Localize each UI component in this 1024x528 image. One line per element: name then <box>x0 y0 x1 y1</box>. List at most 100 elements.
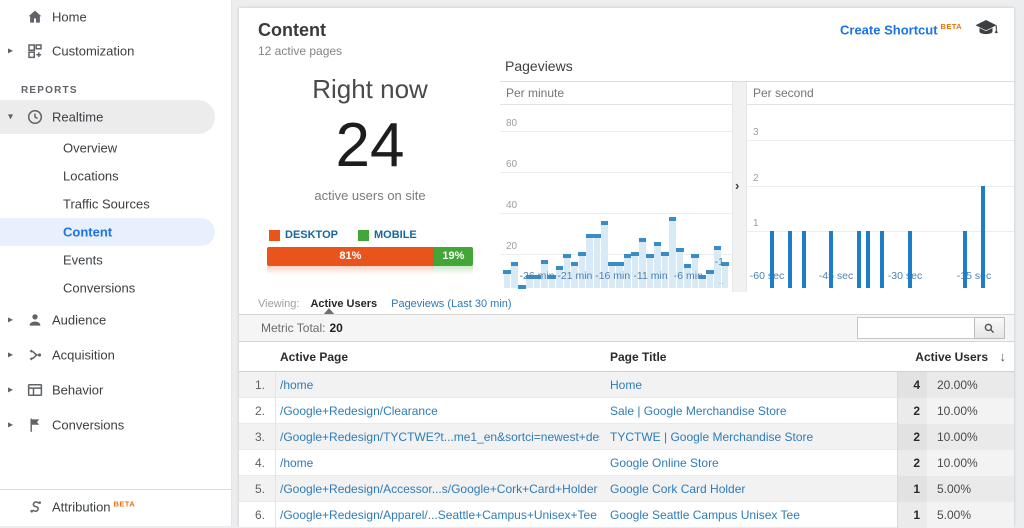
pageviews-minute-bar[interactable] <box>631 251 639 288</box>
active-page-cell-link[interactable]: /Google+Redesign/TYCTWE?t...me1_en&sortc… <box>280 430 600 444</box>
search-button[interactable] <box>974 317 1005 339</box>
metric-total-label: Metric Total: <box>261 321 326 335</box>
pageviews-second-bar[interactable] <box>857 231 861 288</box>
pageviews-minute-bar[interactable] <box>698 274 707 288</box>
chart-expand-strip[interactable]: › <box>733 82 746 292</box>
flag-icon <box>26 416 44 434</box>
bar-cap <box>585 233 594 238</box>
pageviews-minute-bar[interactable] <box>615 262 624 288</box>
chevron-right-icon[interactable]: ▸ <box>8 45 14 57</box>
chevron-right-icon[interactable]: ▸ <box>8 314 14 325</box>
active-page-cell-link[interactable]: /Google+Redesign/Accessor...s/Google+Cor… <box>280 482 598 496</box>
pageviews-minute-bar[interactable] <box>563 254 571 288</box>
sidebar-item-content[interactable]: Content <box>0 218 215 246</box>
pageviews-second-bar[interactable] <box>866 231 871 288</box>
sidebar-item-attribution[interactable]: Attribution BETA <box>0 490 231 524</box>
chevron-right-icon[interactable]: › <box>735 178 740 193</box>
page-title-cell-link[interactable]: TYCTWE | Google Merchandise Store <box>610 430 814 444</box>
pageviews-second-bar[interactable] <box>907 231 912 288</box>
sort-descending-icon[interactable]: ↓ <box>999 349 1007 364</box>
pageviews-minute-bar[interactable] <box>578 251 586 288</box>
pageviews-second-bar[interactable] <box>981 185 986 288</box>
sidebar-item-locations[interactable]: Locations <box>0 162 231 190</box>
bar-cap <box>578 251 586 256</box>
sidebar-item-realtime[interactable]: ▾ Realtime <box>0 100 215 134</box>
page-title-cell-link[interactable]: Google Cork Card Holder <box>610 482 746 496</box>
education-cap-icon[interactable] <box>974 16 998 40</box>
pageviews-minute-bar[interactable] <box>683 264 692 288</box>
device-bar-segment-desktop: 81% <box>267 247 434 267</box>
device-legend: DESKTOP MOBILE <box>269 229 473 241</box>
gridline <box>500 213 732 214</box>
pageviews-minute-bar[interactable] <box>653 241 662 288</box>
page-title-cell-link[interactable]: Google Seattle Campus Unisex Tee <box>610 508 800 522</box>
sidebar-item-conversions[interactable]: Conversions <box>0 274 231 302</box>
pageviews-minute-bar[interactable] <box>623 254 632 288</box>
active-page-cell-link[interactable]: /home <box>280 378 314 392</box>
active-page-cell-link[interactable]: /Google+Redesign/Clearance <box>280 404 438 418</box>
pageviews-minute-bar[interactable] <box>661 251 669 288</box>
pageviews-second-bar[interactable] <box>962 231 967 288</box>
viewing-tab-pageviews-last-30-min[interactable]: Pageviews (Last 30 min) <box>391 298 512 310</box>
sidebar-item-label: Conversions <box>63 280 136 296</box>
pageviews-minute-bar[interactable] <box>721 262 729 288</box>
sidebar-item-label: Overview <box>63 140 118 156</box>
y-axis-tick-label: 80 <box>506 118 518 129</box>
pageviews-minute-bar[interactable] <box>608 262 616 288</box>
sidebar-item-audience[interactable]: ▸ Audience <box>0 302 231 337</box>
page-title-cell-link[interactable]: Sale | Google Merchandise Store <box>610 404 787 418</box>
viewing-label: Viewing: <box>258 298 300 310</box>
pageviews-second-bar[interactable] <box>801 231 806 288</box>
sidebar-item-events[interactable]: Events <box>0 246 231 274</box>
sidebar-item-acquisition[interactable]: ▸ Acquisition <box>0 337 231 372</box>
pageviews-minute-bar[interactable] <box>713 245 722 288</box>
metric-total-bar: Metric Total: 20 <box>239 314 1014 342</box>
page-title-cell-link[interactable]: Google Online Store <box>610 456 719 470</box>
pageviews-minute-bar[interactable] <box>510 262 519 288</box>
page-title-cell-link[interactable]: Home <box>610 378 643 392</box>
viewing-tab-active-users[interactable]: Active Users <box>310 298 378 310</box>
sidebar-item-conversions-main[interactable]: ▸ Conversions <box>0 407 231 442</box>
pageviews-minute-bar[interactable] <box>638 237 647 288</box>
pageviews-minute-bar[interactable] <box>540 260 549 288</box>
pageviews-minute-bar[interactable] <box>600 221 609 288</box>
pageviews-minute-bar[interactable] <box>668 217 677 288</box>
pageviews-minute-bar[interactable] <box>555 266 564 288</box>
active-users-column-header[interactable]: Active Users <box>915 350 988 364</box>
create-shortcut-link[interactable]: Create Shortcut BETA <box>840 22 962 37</box>
pageviews-minute-bar[interactable] <box>570 262 579 288</box>
pageviews-minute-bar[interactable] <box>533 274 541 288</box>
pageviews-minute-bar[interactable] <box>525 274 534 288</box>
device-split-bar-reflection <box>267 266 473 276</box>
chevron-right-icon[interactable]: ▸ <box>8 349 14 360</box>
search-input[interactable] <box>857 317 975 339</box>
active-page-column-header[interactable]: Active Page <box>280 350 349 364</box>
chevron-right-icon[interactable]: ▸ <box>8 384 14 395</box>
sidebar-item-traffic-sources[interactable]: Traffic Sources <box>0 190 231 218</box>
sidebar-item-customization[interactable]: ▸ Customization <box>0 34 231 68</box>
chevron-right-icon[interactable]: ▸ <box>8 419 14 430</box>
page-title-column-header[interactable]: Page Title <box>610 350 667 364</box>
per-minute-label: Per minute <box>500 82 732 105</box>
pageviews-minute-bar[interactable] <box>518 284 526 289</box>
pageviews-second-bar[interactable] <box>788 231 792 288</box>
chevron-down-icon[interactable]: ▾ <box>8 111 14 123</box>
pageviews-minute-bar[interactable] <box>676 247 684 288</box>
pageviews-minute-bar[interactable] <box>548 274 556 288</box>
pageviews-second-bar[interactable] <box>880 231 884 288</box>
pageviews-minute-bar[interactable] <box>503 270 511 288</box>
pageviews-minute-bar[interactable] <box>646 254 654 288</box>
pageviews-second-bar[interactable] <box>769 231 774 288</box>
pageviews-second-bar[interactable] <box>829 231 834 288</box>
sidebar-item-overview[interactable]: Overview <box>0 134 231 162</box>
active-page-cell-link[interactable]: /home <box>280 456 314 470</box>
pageviews-minute-bar[interactable] <box>593 233 601 288</box>
sidebar-item-behavior[interactable]: ▸ Behavior <box>0 372 231 407</box>
table-row: 3. /Google+Redesign/TYCTWE?t...me1_en&sor… <box>239 424 1014 450</box>
pageviews-minute-bar[interactable] <box>706 270 714 288</box>
pageviews-minute-bar[interactable] <box>585 233 594 288</box>
pageviews-minute-bar[interactable] <box>691 254 699 288</box>
page-title-cell: TYCTWE | Google Merchandise Store <box>600 424 897 450</box>
sidebar-item-home[interactable]: Home <box>0 0 231 34</box>
active-page-cell-link[interactable]: /Google+Redesign/Apparel/...Seattle+Camp… <box>280 508 597 522</box>
